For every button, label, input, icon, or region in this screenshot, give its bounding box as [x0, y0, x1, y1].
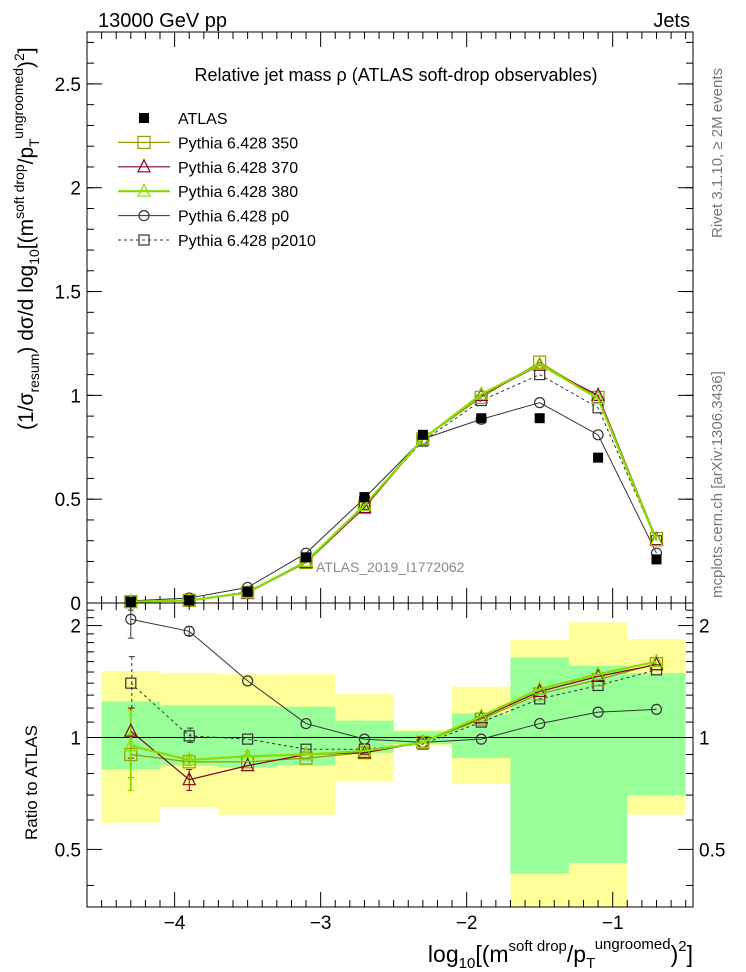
ratio-point-p380 — [240, 747, 255, 762]
main-point-p380 — [357, 497, 372, 512]
analysis-label: ATLAS_2019_I1772062 — [316, 559, 465, 575]
ratio-point-p380 — [591, 665, 606, 680]
legend-marker-atlas — [139, 113, 149, 123]
ratio-line-p0 — [130, 618, 657, 743]
ratio-point-p370 — [123, 722, 138, 737]
main-point-p380 — [591, 390, 606, 405]
ratio-band-inner — [568, 665, 628, 863]
ratio-point-p380 — [415, 734, 430, 749]
main-ytick-label: 1 — [70, 386, 81, 407]
main-point-p350 — [474, 390, 488, 405]
main-ytick-label: 1.5 — [55, 283, 81, 304]
ratio-xtick-label: −2 — [456, 913, 478, 934]
ratio-ytick-label-right: 0.5 — [699, 840, 725, 861]
main-point-p0 — [534, 397, 546, 409]
main-ytick-label: 0 — [70, 594, 81, 615]
ratio-point-p380 — [182, 751, 197, 766]
ratio-ytick-label: 2 — [70, 617, 81, 638]
ratio-band-inner — [452, 713, 511, 759]
main-y-axis-title: (1/σresum) dσ/d log10[(msoft drop/pTungr… — [10, 47, 42, 430]
ratio-point-p0 — [475, 733, 487, 745]
ratio-xtick-label: −1 — [602, 913, 624, 934]
ratio-ytick-label: 1 — [70, 728, 81, 749]
ratio-point-p0 — [125, 613, 137, 625]
side-label-mcplots: mcplots.cern.ch [arXiv:1306.3436] — [709, 371, 726, 598]
main-point-atlas — [476, 413, 487, 424]
ratio-point-p2010 — [125, 677, 137, 689]
legend-label: Pythia 6.428 370 — [178, 160, 298, 177]
ratio-point-p350 — [124, 747, 138, 762]
legend-label: Pythia 6.428 380 — [178, 184, 298, 201]
ratio-line-p380 — [130, 660, 657, 762]
ratio-point-p0 — [242, 675, 254, 687]
main-point-atlas — [534, 413, 545, 424]
ratio-ytick-label: 0.5 — [55, 840, 81, 861]
legend-marker-p0 — [138, 210, 150, 222]
ratio-ytick-label-right: 2 — [699, 617, 710, 638]
ratio-point-p0 — [183, 625, 195, 637]
main-point-p380 — [532, 355, 547, 370]
main-ytick-label: 2.5 — [55, 75, 81, 96]
legend-marker-p380 — [137, 182, 151, 197]
ratio-point-p2010 — [242, 733, 254, 745]
x-axis-title: log10[(msoft drop/pTungroomed)2] — [428, 936, 693, 972]
legend-marker-p350 — [137, 135, 151, 149]
ratio-panel: 0.5 0.5 1 1 2 2 −4 −3 −2 −1 — [55, 602, 725, 934]
ratio-point-p2010 — [183, 730, 195, 742]
ratio-point-p380 — [357, 742, 372, 757]
ratio-point-p380 — [532, 680, 547, 695]
main-point-p0 — [592, 429, 604, 441]
legend: ATLAS Pythia 6.428 350 Pythia 6.428 370 Pyt… — [118, 111, 316, 250]
ratio-ytick-label-right: 1 — [699, 728, 710, 749]
side-label-rivet: Rivet 3.1.10, ≥ 2M events — [709, 68, 726, 238]
main-point-atlas — [417, 429, 428, 440]
main-line-p380 — [130, 362, 658, 603]
main-point-p380 — [474, 385, 489, 400]
main-point-p370 — [357, 499, 372, 514]
legend-label: Pythia 6.428 p2010 — [178, 233, 316, 250]
main-point-atlas — [359, 492, 370, 503]
main-ytick-label: 0.5 — [55, 490, 81, 511]
legend-marker-p2010 — [138, 234, 150, 246]
legend-marker-p370 — [137, 158, 151, 173]
main-point-atlas — [593, 452, 604, 463]
ratio-point-p370 — [240, 757, 255, 772]
ratio-xtick-label: −4 — [164, 913, 186, 934]
ratio-point-p0 — [650, 703, 663, 715]
legend-label: Pythia 6.428 350 — [178, 135, 298, 152]
header-left: 13000 GeV pp — [98, 10, 227, 32]
ratio-point-p350 — [182, 755, 196, 769]
main-point-atlas — [651, 554, 662, 565]
main-panel: 0 0.5 1 1.5 2 2.5 — [55, 31, 694, 615]
main-point-p380 — [649, 532, 664, 547]
legend-label: Pythia 6.428 p0 — [178, 209, 289, 226]
header-right: Jets — [653, 10, 690, 32]
ratio-point-p0 — [534, 717, 546, 730]
ratio-point-p0 — [300, 717, 312, 730]
main-point-atlas — [301, 552, 312, 563]
ratio-point-p380 — [474, 707, 489, 722]
plot-title: Relative jet mass ρ (ATLAS soft-drop obs… — [194, 65, 597, 85]
ratio-point-p370 — [649, 656, 664, 671]
ratio-y-axis-title: Ratio to ATLAS — [22, 725, 41, 840]
ratio-point-p0 — [592, 706, 604, 718]
main-ytick-label: 2 — [70, 179, 81, 200]
main-line-p0 — [130, 402, 657, 602]
ratio-xtick-label: −3 — [310, 913, 332, 934]
ratio-band-inner — [627, 673, 686, 796]
main-point-atlas — [242, 586, 253, 597]
main-point-atlas — [184, 595, 195, 606]
main-point-atlas — [125, 596, 136, 607]
ratio-point-p380 — [123, 737, 138, 752]
legend-label: ATLAS — [178, 111, 228, 128]
ratio-point-p380 — [299, 746, 314, 761]
ratio-point-p350 — [299, 751, 313, 765]
ratio-point-p380 — [649, 653, 664, 668]
ratio-point-p370 — [182, 771, 197, 786]
